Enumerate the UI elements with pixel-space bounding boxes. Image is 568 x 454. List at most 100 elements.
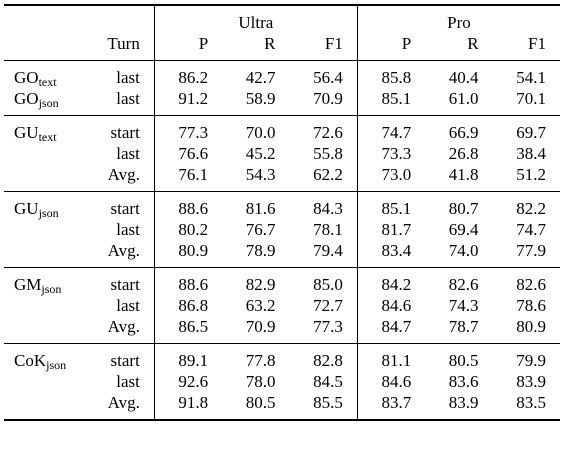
pro-p-cell: 83.7 bbox=[356, 392, 426, 420]
header-pro-p: P bbox=[356, 33, 426, 61]
header-row-models: Ultra Pro bbox=[4, 5, 560, 33]
turn-cell: last bbox=[116, 144, 140, 163]
ultra-f1-cell: 84.5 bbox=[313, 372, 343, 391]
table-row: Avg. 80.9 78.9 79.4 83.4 74.0 77.9 bbox=[4, 240, 560, 268]
pro-r-cell: 26.8 bbox=[448, 144, 479, 163]
header-pro-f1: F1 bbox=[528, 34, 546, 53]
turn-cell: Avg. bbox=[107, 241, 140, 260]
turn-cell: Avg. bbox=[107, 393, 140, 412]
pro-r-cell: 41.8 bbox=[448, 165, 479, 184]
method-subscript: text bbox=[38, 75, 57, 89]
method-cell: GUjson bbox=[4, 192, 86, 219]
pro-f1-cell: 83.9 bbox=[516, 372, 546, 391]
ultra-f1-cell: 77.3 bbox=[313, 317, 343, 336]
ultra-f1-cell: 56.4 bbox=[313, 68, 343, 87]
method-name: GO bbox=[14, 89, 39, 108]
pro-f1-cell: 74.7 bbox=[516, 220, 546, 239]
method-cell bbox=[4, 164, 86, 192]
pro-r-cell: 74.0 bbox=[448, 241, 479, 260]
header-ultra-p: P bbox=[153, 33, 223, 61]
header-empty-turn bbox=[86, 5, 154, 33]
pro-f1-cell: 78.6 bbox=[516, 296, 546, 315]
ultra-r-cell: 63.2 bbox=[245, 296, 276, 315]
pro-p-cell: 74.7 bbox=[356, 115, 426, 143]
ultra-r-cell: 42.7 bbox=[245, 68, 276, 87]
table-row: Avg. 91.8 80.5 85.5 83.7 83.9 83.5 bbox=[4, 392, 560, 420]
pro-p-cell: 84.6 bbox=[356, 295, 426, 316]
ultra-r-cell: 45.2 bbox=[245, 144, 276, 163]
turn-cell: last bbox=[116, 372, 140, 391]
turn-cell: last bbox=[116, 296, 140, 315]
ultra-f1-cell: 78.1 bbox=[313, 220, 343, 239]
turn-cell: last bbox=[116, 220, 140, 239]
table-row: Avg. 76.1 54.3 62.2 73.0 41.8 51.2 bbox=[4, 164, 560, 192]
method-cell bbox=[4, 371, 86, 392]
method-cell: GUtext bbox=[4, 116, 86, 143]
pro-p-cell: 84.6 bbox=[356, 371, 426, 392]
pro-p-cell: 83.4 bbox=[356, 240, 426, 268]
pro-r-cell: 40.4 bbox=[448, 68, 479, 87]
ultra-f1-cell: 85.5 bbox=[313, 393, 343, 412]
method-name: GO bbox=[14, 68, 39, 87]
header-row-metrics: Turn P R F1 P R F1 bbox=[4, 33, 560, 61]
table-body: GOtext last 86.2 42.7 56.4 85.8 40.4 54.1 GOjson… bbox=[4, 60, 560, 420]
turn-cell: start bbox=[110, 199, 140, 218]
pro-r-cell: 69.4 bbox=[448, 220, 479, 239]
method-subscript: json bbox=[38, 96, 59, 110]
header-ultra-r: R bbox=[264, 34, 276, 53]
method-cell bbox=[4, 295, 86, 316]
table-row: GOtext last 86.2 42.7 56.4 85.8 40.4 54.1 bbox=[4, 60, 560, 89]
ultra-p-cell: 77.3 bbox=[153, 115, 223, 143]
method-name: CoK bbox=[14, 351, 47, 370]
turn-cell: start bbox=[110, 275, 140, 294]
header-turn: Turn bbox=[107, 34, 140, 53]
pro-f1-cell: 38.4 bbox=[516, 144, 546, 163]
turn-cell: Avg. bbox=[107, 165, 140, 184]
method-cell bbox=[4, 316, 86, 344]
pro-r-cell: 74.3 bbox=[448, 296, 479, 315]
ultra-p-cell: 91.8 bbox=[153, 392, 223, 420]
header-ultra: Ultra bbox=[153, 5, 358, 33]
method-cell bbox=[4, 143, 86, 164]
ultra-p-cell: 88.6 bbox=[153, 267, 223, 295]
table-row: CoKjson start 89.1 77.8 82.8 81.1 80.5 79.9 bbox=[4, 343, 560, 372]
pro-r-cell: 83.6 bbox=[448, 372, 479, 391]
turn-cell: start bbox=[110, 123, 140, 142]
method-name: GU bbox=[14, 123, 39, 142]
ultra-p-cell: 91.2 bbox=[153, 88, 223, 116]
ultra-p-cell: 86.2 bbox=[153, 60, 223, 88]
pro-p-cell: 85.8 bbox=[356, 60, 426, 88]
pro-f1-cell: 83.5 bbox=[516, 393, 546, 412]
ultra-r-cell: 80.5 bbox=[245, 393, 276, 412]
ultra-f1-cell: 62.2 bbox=[313, 165, 343, 184]
method-cell: GOjson bbox=[4, 88, 86, 116]
ultra-r-cell: 54.3 bbox=[245, 165, 276, 184]
ultra-f1-cell: 72.7 bbox=[313, 296, 343, 315]
table-row: Avg. 86.5 70.9 77.3 84.7 78.7 80.9 bbox=[4, 316, 560, 344]
pro-f1-cell: 80.9 bbox=[516, 317, 546, 336]
turn-cell: last bbox=[116, 89, 140, 108]
ultra-f1-cell: 55.8 bbox=[313, 144, 343, 163]
pro-f1-cell: 77.9 bbox=[516, 241, 546, 260]
table-row: GMjson start 88.6 82.9 85.0 84.2 82.6 82.6 bbox=[4, 267, 560, 295]
method-cell bbox=[4, 240, 86, 268]
pro-p-cell: 81.1 bbox=[356, 343, 426, 371]
table-row: GOjson last 91.2 58.9 70.9 85.1 61.0 70.1 bbox=[4, 88, 560, 116]
ultra-r-cell: 81.6 bbox=[245, 199, 276, 218]
table-row: GUjson start 88.6 81.6 84.3 85.1 80.7 82.2 bbox=[4, 191, 560, 219]
ultra-p-cell: 92.6 bbox=[153, 371, 223, 392]
pro-r-cell: 80.7 bbox=[448, 199, 479, 218]
method-cell bbox=[4, 219, 86, 240]
pro-p-cell: 84.7 bbox=[356, 316, 426, 344]
ultra-r-cell: 78.0 bbox=[245, 372, 276, 391]
ultra-r-cell: 70.9 bbox=[245, 317, 276, 336]
ultra-f1-cell: 84.3 bbox=[313, 199, 343, 218]
ultra-p-cell: 86.5 bbox=[153, 316, 223, 344]
table-row: last 76.6 45.2 55.8 73.3 26.8 38.4 bbox=[4, 143, 560, 164]
pro-f1-cell: 54.1 bbox=[516, 68, 546, 87]
method-cell bbox=[4, 392, 86, 420]
ultra-p-cell: 86.8 bbox=[153, 295, 223, 316]
method-cell: GOtext bbox=[4, 61, 86, 89]
method-subscript: json bbox=[46, 358, 67, 372]
